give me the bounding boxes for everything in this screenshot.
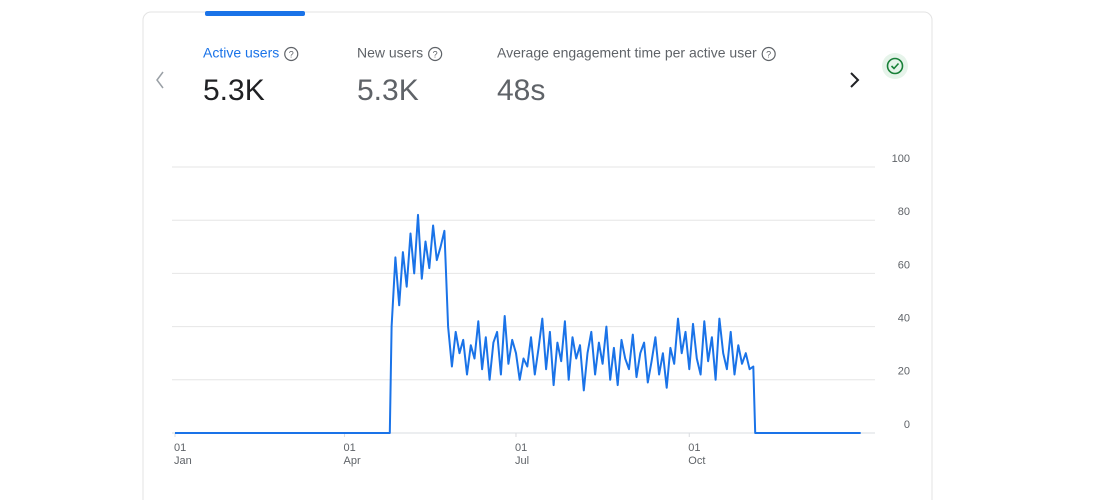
tab-value: 5.3K <box>203 74 265 107</box>
next-button[interactable] <box>850 72 860 88</box>
data-line <box>175 213 861 434</box>
y-tick-label: 100 <box>892 153 910 165</box>
status-icon[interactable] <box>882 53 908 79</box>
help-icon[interactable] <box>284 46 299 62</box>
y-tick-label: 60 <box>898 259 910 271</box>
help-icon[interactable] <box>428 46 443 62</box>
x-tick-label: 01 Oct <box>688 442 706 467</box>
tab-label: Average engagement time per active user <box>497 45 757 61</box>
y-tick-label: 0 <box>904 419 910 431</box>
x-tick-label: 01 Jul <box>514 442 530 467</box>
help-icon-glyph: ? <box>433 49 438 59</box>
x-tick-label: 01 Jan <box>174 442 192 467</box>
card <box>142 11 933 500</box>
metric-tabs: Active users ? 5.3K New users ? 5.3K Average e… <box>203 45 776 107</box>
y-tick-label: 40 <box>898 313 910 325</box>
help-icon-glyph: ? <box>766 49 771 59</box>
prev-button[interactable] <box>156 71 164 89</box>
tab-value: 48s <box>497 74 545 107</box>
metric-tab[interactable]: New users ? 5.3K <box>357 45 443 107</box>
tab-indicator <box>205 11 305 16</box>
plot: 0 20 40 60 80 100 <box>172 153 910 437</box>
tab-label: New users <box>357 45 423 61</box>
help-icon-glyph: ? <box>289 49 294 59</box>
x-tick-label: 01 Apr <box>343 442 361 467</box>
help-icon[interactable] <box>761 46 776 62</box>
metric-tab[interactable]: Average engagement time per active user?… <box>497 45 776 107</box>
y-tick-label: 80 <box>898 206 910 218</box>
metric-tab[interactable]: Active users ? 5.3K <box>203 45 299 107</box>
tab-value: 5.3K <box>357 74 419 107</box>
y-tick-label: 20 <box>898 366 910 378</box>
tab-label: Active users <box>203 45 279 61</box>
